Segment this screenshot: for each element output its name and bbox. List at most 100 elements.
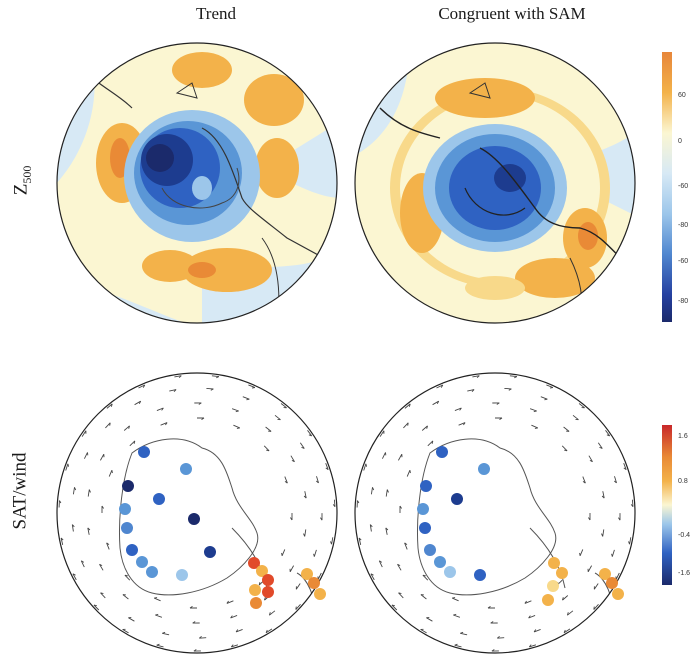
wind-vector [106,403,113,409]
wind-vector-head [192,621,196,624]
wind-vector-head [332,504,336,507]
wind-vector-head [431,440,434,444]
sat-wind-sam-map [354,372,636,654]
wind-vector-head [408,403,411,407]
wind-vector-head [128,425,130,429]
wind-vector-head [471,389,475,393]
wind-vector-head [226,600,229,604]
wind-vector [587,565,592,573]
wind-vector [597,442,603,449]
wind-vector [422,574,429,581]
wind-vector [289,565,294,573]
wind-vector-head [409,470,411,474]
wind-vector [274,414,281,421]
wind-vector-head [230,615,233,619]
wind-vector-head [154,597,158,599]
wind-vector [614,476,617,484]
row-label-z500: Z500 [10,165,35,196]
wind-vector [593,583,599,590]
wind-vector [269,610,276,616]
wind-vector [403,422,409,429]
wind-vector [162,632,170,636]
wind-vector-head [459,407,462,411]
wind-vector-head [564,449,568,452]
wind-vector-head [316,480,319,484]
wind-vector [122,629,129,634]
z500-cbar-tick-5: -80 [678,298,689,305]
wind-vector-head [308,434,312,437]
station-dot [176,569,188,581]
wind-vector [458,422,466,426]
z500-trend-map [56,42,338,324]
wind-vector [452,597,459,602]
station-dot [308,577,320,589]
wind-vector [540,396,548,400]
wind-vector [391,604,398,611]
wind-vector [155,614,163,618]
wind-vector [562,595,569,601]
station-dot [262,586,274,598]
station-dot [420,480,432,492]
station-dot [119,503,131,515]
wind-vector-head [100,592,104,595]
wind-vector [156,644,164,648]
wind-vector [100,453,105,461]
station-dot [204,546,216,558]
wind-vector [631,499,634,507]
wind-vector [169,389,177,392]
wind-vector-head [623,467,627,471]
wind-vector-head [106,542,110,545]
wind-vector-head [628,541,631,545]
wind-vector-head [358,537,362,541]
wind-vector-head [59,500,62,504]
wind-vector [533,628,541,633]
wind-vector [454,644,462,648]
wind-vector-head [563,629,566,633]
wind-vector-head [369,524,373,528]
wind-vector [233,424,240,429]
wind-vector [80,560,85,568]
wind-vector-head [508,388,512,391]
wind-vector-head [74,487,77,491]
wind-vector-head [452,597,456,599]
z500-sam-map [354,42,636,324]
wind-vector-head [235,629,239,633]
wind-vector [106,542,110,550]
wind-vector [87,527,90,535]
wind-vector-head [440,384,444,388]
wind-vector-head [133,440,136,444]
wind-vector-head [295,606,297,610]
wind-vector-head [407,422,409,426]
wind-vector-head [291,459,295,463]
wind-vector-head [201,417,205,420]
wind-vector [128,617,135,622]
row-label-sat-wind: SAT/wind [9,452,31,530]
wind-vector [299,442,305,449]
wind-vector [235,628,243,633]
wind-vector-head [614,480,617,484]
wind-vector-head [258,582,261,586]
wind-vector-head [87,527,91,531]
wind-vector [295,604,301,610]
wind-vector-head [193,649,197,652]
wind-vector-head [544,398,548,401]
wind-vector [100,592,106,599]
wind-vector [398,592,404,599]
wind-vector [509,375,517,378]
wind-vector-head [579,552,581,556]
wind-vector [378,560,383,568]
wind-vector [385,527,388,535]
wind-vector [605,430,611,437]
wind-vector [611,549,615,557]
wind-vector [563,628,571,634]
wind-vector-head [606,434,610,437]
wind-vector [65,463,69,471]
wind-vector [71,524,74,532]
wind-vector-head [230,644,234,648]
station-dot [138,446,150,458]
wind-vector [87,489,90,497]
wind-vector [358,537,362,546]
wind-vector-head [528,615,531,619]
wind-vector [427,440,434,447]
wind-vector-head [284,481,288,484]
